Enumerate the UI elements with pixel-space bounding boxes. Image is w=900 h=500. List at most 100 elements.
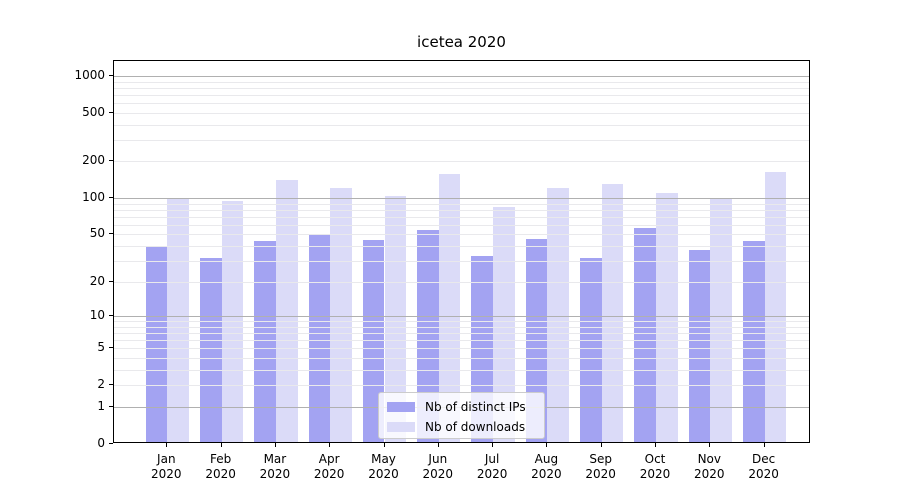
legend-label-downloads: Nb of downloads xyxy=(425,420,526,434)
y-tick-mark xyxy=(109,347,113,349)
y-tick-mark xyxy=(109,111,113,113)
x-tick-label-jul: Jul 2020 xyxy=(464,452,520,482)
gridline-minor xyxy=(114,124,809,126)
legend-item-downloads: Nb of downloads xyxy=(387,417,544,437)
bar-downloads-jul xyxy=(493,207,515,442)
y-tick-mark xyxy=(109,197,113,198)
bar-distinct-ips-mar xyxy=(254,241,276,442)
bar-downloads-sep xyxy=(601,183,624,442)
bar-distinct-ips-jan xyxy=(145,247,168,442)
x-tick-year: 2020 xyxy=(151,467,182,481)
x-tick-year: 2020 xyxy=(368,467,399,481)
x-tick-label-nov: Nov 2020 xyxy=(681,452,737,482)
y-tick-mark xyxy=(109,280,113,282)
y-tick-label-5: 5 xyxy=(97,340,105,355)
legend-swatch-distinct-ips xyxy=(387,402,415,412)
y-tick-mark xyxy=(109,160,113,162)
x-tick-year: 2020 xyxy=(639,467,671,481)
x-tick-label-jun: Jun 2020 xyxy=(410,452,466,482)
bar-downloads-may xyxy=(384,196,407,442)
x-tick-mark xyxy=(655,443,656,447)
y-tick-label-10: 10 xyxy=(89,307,105,322)
y-tick-mark xyxy=(109,442,113,444)
bar-distinct-ips-sep xyxy=(580,257,602,442)
x-tick-year: 2020 xyxy=(694,467,725,481)
gridline-minor xyxy=(114,209,809,211)
bar-distinct-ips-dec xyxy=(742,241,765,442)
x-tick-year: 2020 xyxy=(422,467,454,481)
y-tick-label-2: 2 xyxy=(97,377,105,392)
x-tick-mark xyxy=(492,443,494,447)
bar-downloads-jun xyxy=(438,173,461,442)
x-tick-mark xyxy=(763,443,765,447)
gridline-minor xyxy=(114,81,809,83)
x-tick-year: 2020 xyxy=(585,467,616,481)
gridline-minor xyxy=(114,234,809,236)
y-tick-label-100: 100 xyxy=(82,190,105,204)
y-tick-mark xyxy=(109,75,113,76)
x-tick-label-feb: Feb 2020 xyxy=(193,452,249,482)
x-tick-year: 2020 xyxy=(313,467,345,481)
bar-distinct-ips-feb xyxy=(199,257,222,442)
x-tick-mark xyxy=(166,443,168,447)
x-tick-year: 2020 xyxy=(531,467,562,481)
gridline-minor xyxy=(114,94,809,96)
legend: Nb of distinct IPs Nb of downloads xyxy=(378,392,545,439)
chart-title: icetea 2020 xyxy=(417,33,506,51)
y-tick-mark xyxy=(109,233,113,235)
y-tick-label-200: 200 xyxy=(82,153,105,168)
gridline-major xyxy=(114,198,809,199)
x-tick-mark xyxy=(329,443,331,447)
x-tick-mark xyxy=(220,443,222,447)
y-tick-label-0: 0 xyxy=(97,435,105,450)
bar-distinct-ips-apr xyxy=(308,235,331,442)
bar-downloads-mar xyxy=(275,180,298,442)
gridline-minor xyxy=(114,216,809,218)
gridline-minor xyxy=(114,161,809,163)
x-tick-year: 2020 xyxy=(476,467,508,481)
gridline-minor xyxy=(114,203,809,205)
y-tick-mark xyxy=(109,314,113,316)
bar-downloads-nov xyxy=(710,199,732,442)
gridline-minor xyxy=(114,246,809,247)
x-tick-label-jan: Jan 2020 xyxy=(138,452,194,482)
legend-item-distinct-ips: Nb of distinct IPs xyxy=(387,397,544,417)
legend-swatch-downloads xyxy=(387,422,415,432)
gridline-major xyxy=(114,76,809,77)
gridline-minor xyxy=(114,224,809,226)
x-tick-year: 2020 xyxy=(259,467,291,481)
gridline-minor xyxy=(114,139,809,141)
x-tick-label-apr: Apr 2020 xyxy=(301,452,357,482)
bar-downloads-dec xyxy=(764,171,787,442)
bar-distinct-ips-oct xyxy=(634,228,656,442)
y-tick-label-500: 500 xyxy=(82,104,105,119)
x-tick-mark xyxy=(437,443,439,447)
bar-distinct-ips-jun xyxy=(417,230,439,442)
x-tick-mark xyxy=(383,443,385,447)
x-tick-mark xyxy=(709,443,711,447)
bar-distinct-ips-nov xyxy=(688,250,711,442)
y-tick-label-1000: 1000 xyxy=(74,68,105,82)
bar-downloads-oct xyxy=(656,192,678,442)
y-tick-label-50: 50 xyxy=(89,226,105,241)
y-tick-mark xyxy=(109,384,113,386)
legend-label-distinct-ips: Nb of distinct IPs xyxy=(425,400,526,414)
x-tick-mark xyxy=(546,443,548,447)
gridline-minor xyxy=(114,112,809,114)
y-tick-label-1: 1 xyxy=(97,398,105,413)
y-tick-mark xyxy=(109,405,113,407)
x-tick-mark xyxy=(600,443,602,447)
bar-downloads-apr xyxy=(330,187,352,442)
x-tick-year: 2020 xyxy=(748,467,779,481)
bar-downloads-aug xyxy=(547,187,570,442)
x-tick-label-oct: Oct 2020 xyxy=(627,452,683,482)
x-tick-mark xyxy=(274,443,276,447)
x-tick-label-dec: Dec 2020 xyxy=(736,452,792,482)
bar-downloads-jan xyxy=(167,198,189,442)
x-tick-label-mar: Mar 2020 xyxy=(247,452,303,482)
x-tick-label-sep: Sep 2020 xyxy=(573,452,629,482)
x-tick-label-aug: Aug 2020 xyxy=(518,452,574,482)
x-tick-label-may: May 2020 xyxy=(356,452,412,482)
plot-area: Nb of distinct IPs Nb of downloads xyxy=(113,60,810,443)
